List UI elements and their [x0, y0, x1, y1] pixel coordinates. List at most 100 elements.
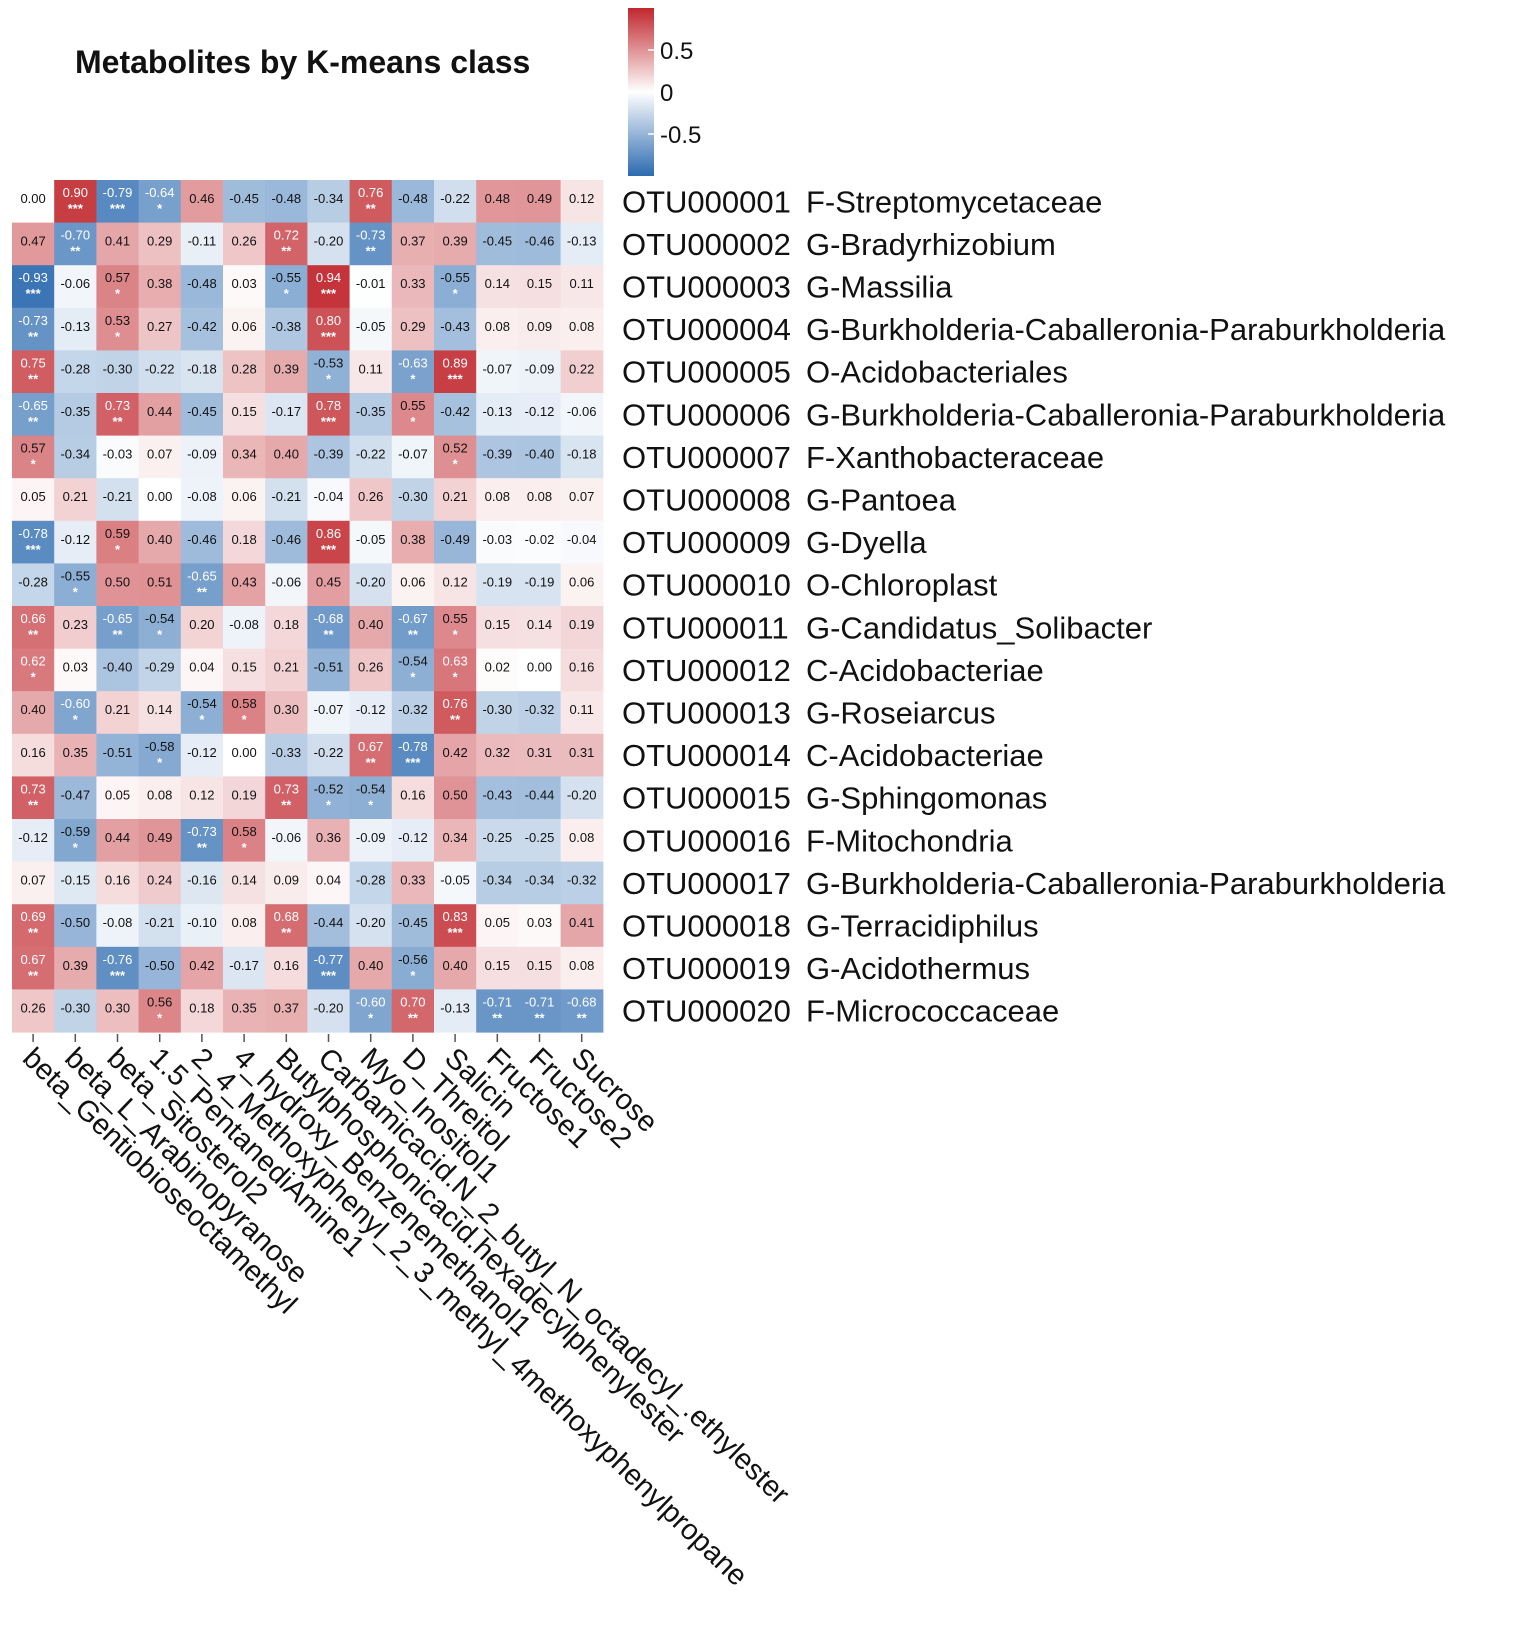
- heatmap-cell: [265, 904, 308, 948]
- heatmap-cell: [391, 265, 435, 309]
- heatmap-cell: [560, 861, 604, 905]
- cell-value-label: -0.60: [356, 994, 386, 1009]
- heatmap-cell: [434, 563, 477, 607]
- cell-value-label: -0.08: [229, 617, 259, 632]
- heatmap-cell: [54, 861, 97, 905]
- heatmap-cell: [180, 904, 224, 948]
- cell-value-label: 0.16: [20, 745, 45, 760]
- cell-value-label: 0.15: [485, 617, 510, 632]
- cell-value-label: 0.42: [189, 958, 214, 973]
- heatmap-cell: [96, 733, 140, 777]
- cell-value-label: 0.41: [569, 915, 594, 930]
- heatmap-cell: [391, 946, 435, 990]
- cell-value-label: -0.43: [440, 319, 470, 334]
- cell-value-label: -0.55: [271, 270, 301, 285]
- cell-value-label: -0.52: [314, 781, 344, 796]
- colorbar-tick-label: 0: [660, 80, 673, 107]
- cell-value-label: 0.55: [400, 398, 425, 413]
- cell-value-label: 0.11: [359, 361, 383, 376]
- cell-value-label: -0.04: [314, 489, 344, 504]
- heatmap-cell: [307, 691, 351, 735]
- heatmap-cell: [434, 989, 477, 1033]
- heatmap-cell: [138, 520, 182, 564]
- cell-value-label: -0.56: [398, 952, 428, 967]
- cell-value-label: -0.77: [314, 952, 344, 967]
- cell-value-label: -0.46: [187, 532, 217, 547]
- heatmap-cell: [138, 648, 182, 692]
- row-label-taxon: F-Streptomycetaceae: [806, 184, 1102, 219]
- heatmap-cell: [180, 648, 224, 692]
- heatmap-cell: [434, 861, 477, 905]
- cell-value-label: -0.16: [187, 873, 217, 888]
- row-label-otu: OTU000002: [622, 227, 791, 262]
- heatmap-cell: [560, 606, 604, 650]
- heatmap-cell: [96, 819, 140, 863]
- row-label-taxon: G-Sphingomonas: [806, 781, 1047, 816]
- significance-stars: *: [157, 627, 163, 642]
- cell-value-label: 0.50: [442, 787, 467, 802]
- heatmap-cell: [138, 435, 182, 479]
- significance-stars: **: [112, 414, 123, 429]
- heatmap-cell: [476, 478, 519, 522]
- heatmap-cell: [138, 307, 182, 351]
- cell-value-label: -0.12: [18, 830, 48, 845]
- significance-stars: ***: [321, 286, 337, 301]
- heatmap-cell: [518, 648, 562, 692]
- significance-stars: **: [28, 329, 39, 344]
- cell-value-label: 0.02: [485, 660, 510, 675]
- cell-value-label: 0.31: [569, 745, 594, 760]
- row-label-otu: OTU000018: [622, 909, 791, 944]
- heatmap-cell: [265, 776, 308, 820]
- cell-value-label: 0.15: [231, 404, 256, 419]
- cell-value-label: 0.04: [316, 873, 341, 888]
- significance-stars: *: [115, 542, 121, 557]
- significance-stars: **: [197, 584, 208, 599]
- heatmap-cell: [307, 307, 351, 351]
- cell-value-label: 0.08: [231, 915, 256, 930]
- heatmap-cell: [307, 861, 351, 905]
- cell-value-label: 0.67: [358, 739, 383, 754]
- heatmap-cell: [12, 776, 55, 820]
- cell-value-label: -0.17: [229, 958, 259, 973]
- heatmap-cell: [180, 691, 224, 735]
- heatmap-cell: [518, 989, 562, 1033]
- cell-value-label: 0.63: [442, 654, 467, 669]
- heatmap-cell: [54, 393, 97, 437]
- heatmap-cell: [560, 563, 604, 607]
- cell-value-label: -0.13: [440, 1000, 470, 1015]
- heatmap-cell: [518, 393, 562, 437]
- row-label-taxon: F-Micrococcaceae: [806, 994, 1059, 1029]
- cell-value-label: 0.35: [231, 1000, 256, 1015]
- cell-value-label: -0.40: [103, 660, 133, 675]
- heatmap-cell: [223, 733, 266, 777]
- significance-stars: **: [28, 925, 39, 940]
- cell-value-label: 0.94: [316, 270, 341, 285]
- cell-value-label: -0.07: [482, 361, 512, 376]
- heatmap-cell: [180, 563, 224, 607]
- row-label-taxon: G-Bradyrhizobium: [806, 227, 1056, 262]
- heatmap-cell: [54, 819, 97, 863]
- row-label-otu: OTU000020: [622, 994, 791, 1029]
- cell-value-label: -0.20: [356, 915, 386, 930]
- heatmap-cell: [391, 989, 435, 1033]
- heatmap-cell: [96, 606, 140, 650]
- heatmap-cell: [518, 904, 562, 948]
- significance-stars: **: [281, 925, 292, 940]
- cell-value-label: -0.09: [525, 361, 555, 376]
- heatmap-cell: [349, 563, 393, 607]
- heatmap-cell: [518, 861, 562, 905]
- heatmap-cell: [265, 350, 308, 394]
- cell-value-label: 0.14: [527, 617, 552, 632]
- heatmap-cell: [518, 222, 562, 266]
- heatmap-cell: [96, 563, 140, 607]
- row-label-taxon: G-Burkholderia-Caballeronia-Paraburkhold…: [806, 397, 1446, 432]
- heatmap-cell: [349, 265, 393, 309]
- cell-value-label: -0.71: [482, 994, 512, 1009]
- cell-value-label: 0.39: [442, 234, 467, 249]
- cell-value-label: -0.55: [60, 568, 90, 583]
- cell-value-label: 0.33: [400, 276, 425, 291]
- row-label-otu: OTU000005: [622, 355, 791, 390]
- heatmap-cell: [434, 393, 477, 437]
- cell-value-label: 0.14: [231, 873, 256, 888]
- cell-value-label: 0.90: [63, 185, 88, 200]
